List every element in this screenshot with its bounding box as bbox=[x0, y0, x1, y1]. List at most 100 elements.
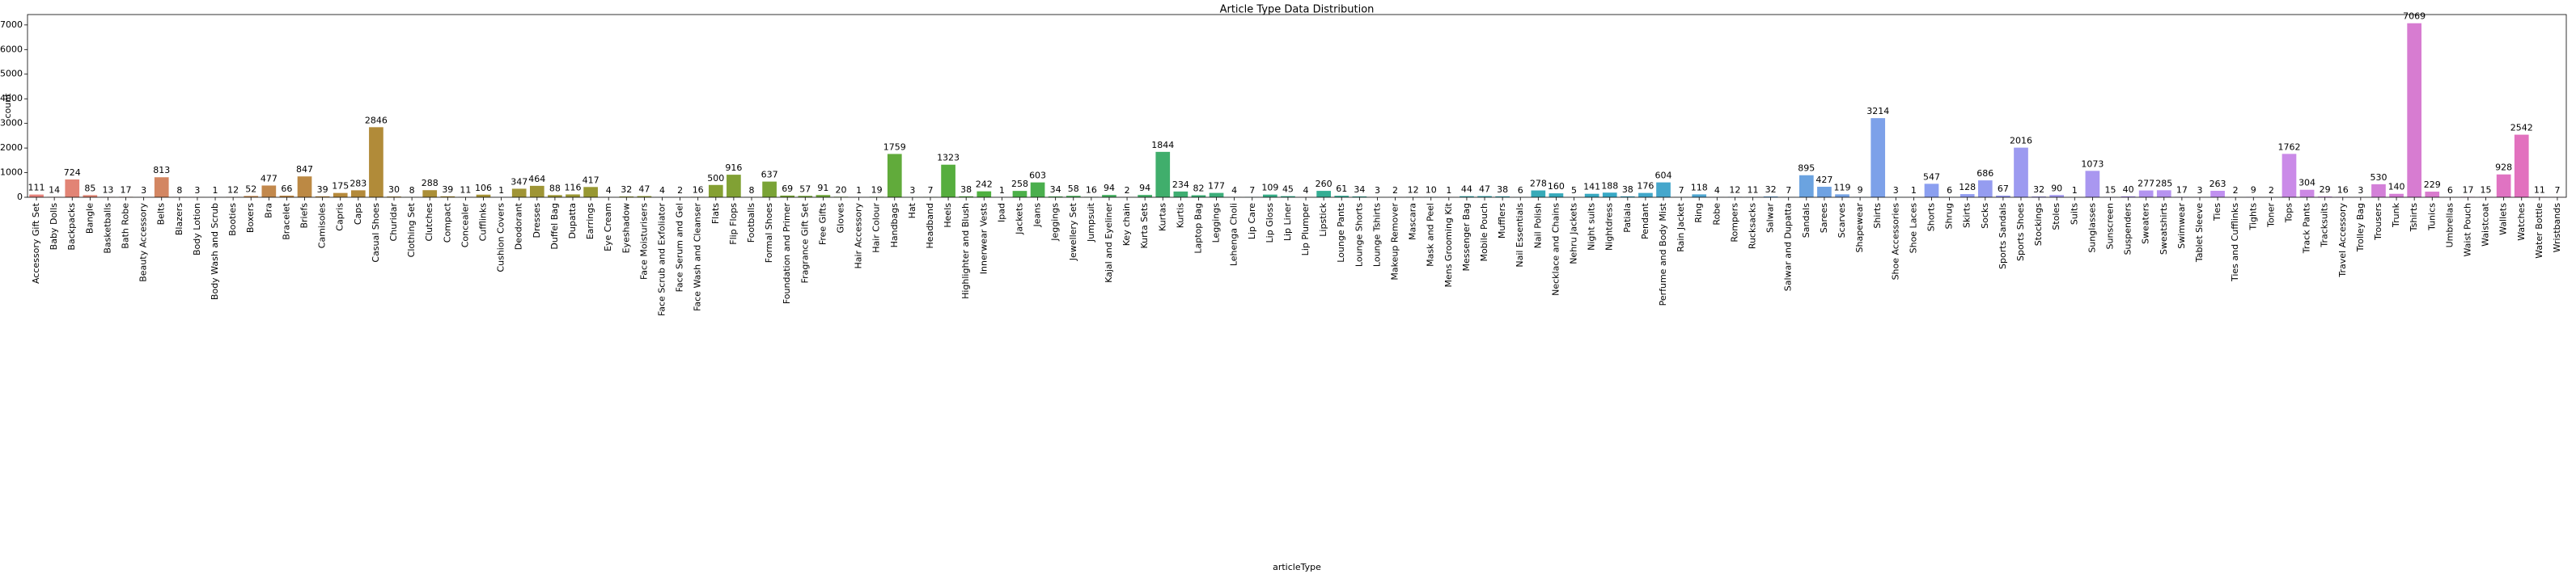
x-tick-label: Shrug bbox=[1944, 203, 1955, 229]
bar bbox=[548, 195, 562, 197]
bar bbox=[1460, 196, 1474, 197]
value-label: 895 bbox=[1798, 163, 1815, 174]
value-label: 417 bbox=[583, 175, 600, 185]
value-label: 11 bbox=[1748, 185, 1759, 196]
x-tick-label: Mobile Pouch bbox=[1479, 203, 1489, 262]
value-label: 12 bbox=[227, 185, 239, 196]
value-label: 38 bbox=[960, 184, 972, 195]
bar bbox=[2121, 196, 2136, 197]
x-tick-label: Skirts bbox=[1962, 203, 1972, 228]
x-tick-label: Rompers bbox=[1729, 203, 1739, 243]
x-tick-label: Jackets bbox=[1014, 203, 1024, 235]
value-label: 285 bbox=[2155, 178, 2172, 188]
value-label: 928 bbox=[2495, 162, 2512, 173]
x-tick-label: Camisoles bbox=[317, 203, 328, 248]
x-tick-label: Lehenga Choli bbox=[1229, 203, 1239, 266]
value-label: 6 bbox=[2447, 185, 2453, 196]
value-label: 32 bbox=[621, 184, 632, 195]
x-tick-label: Innerwear Vests bbox=[978, 203, 989, 274]
bar bbox=[1960, 194, 1975, 197]
y-tick-label: 6000 bbox=[0, 44, 23, 54]
x-tick-label: Earrings bbox=[585, 203, 595, 240]
x-tick-label: Nail Polish bbox=[1532, 203, 1543, 248]
value-label: 94 bbox=[1139, 183, 1150, 193]
value-label: 547 bbox=[1923, 171, 1940, 182]
value-label: 15 bbox=[2104, 185, 2116, 196]
x-tick-label: Tablet Sleeve bbox=[2194, 203, 2205, 263]
bar bbox=[1209, 192, 1224, 197]
value-label: 17 bbox=[121, 184, 132, 195]
bar bbox=[1835, 194, 1849, 197]
x-tick-label: Ties bbox=[2212, 203, 2222, 222]
value-label: 34 bbox=[1050, 184, 1061, 195]
x-tick-label: Handbags bbox=[889, 203, 900, 248]
bar bbox=[2371, 184, 2386, 197]
value-label: 288 bbox=[422, 178, 439, 188]
x-tick-label: Watches bbox=[2516, 203, 2527, 241]
bar bbox=[1871, 118, 1886, 197]
x-tick-label: Jeggings bbox=[1050, 203, 1061, 242]
x-tick-label: Scarves bbox=[1837, 203, 1847, 238]
x-tick-label: Pendant bbox=[1640, 202, 1650, 239]
value-label: 12 bbox=[1729, 185, 1740, 196]
x-tick-label: Shoe Accessories bbox=[1890, 203, 1900, 281]
value-label: 3 bbox=[909, 185, 915, 196]
value-label: 477 bbox=[261, 173, 278, 184]
x-tick-label: Messenger Bag bbox=[1461, 203, 1472, 272]
x-tick-label: Blazers bbox=[174, 203, 184, 235]
value-label: 111 bbox=[28, 183, 45, 193]
value-label: 4 bbox=[1714, 185, 1720, 196]
bar bbox=[583, 187, 598, 197]
x-tick-label: Flats bbox=[710, 203, 721, 224]
value-label: 2542 bbox=[2510, 123, 2533, 133]
x-tick-label: Ties and Cufflinks bbox=[2230, 203, 2240, 282]
x-tick-label: Eye Cream bbox=[603, 203, 613, 251]
bar bbox=[1531, 190, 1546, 197]
x-tick-label: Backpacks bbox=[66, 203, 77, 251]
value-label: 34 bbox=[1354, 184, 1365, 195]
x-tick-label: Necklace and Chains bbox=[1550, 203, 1561, 296]
x-tick-label: Kajal and Eyeliner bbox=[1104, 203, 1114, 283]
bar bbox=[1656, 182, 1671, 197]
x-tick-label: Makeup Remover bbox=[1390, 203, 1400, 281]
bar bbox=[369, 127, 383, 197]
value-label: 1762 bbox=[2277, 141, 2300, 152]
value-label: 91 bbox=[817, 183, 828, 193]
value-label: 2016 bbox=[2010, 136, 2032, 146]
x-tick-label: Nightdress bbox=[1604, 203, 1615, 251]
bar bbox=[2032, 196, 2046, 197]
bar bbox=[1495, 196, 1510, 197]
value-label: 1 bbox=[1911, 185, 1917, 196]
value-label: 67 bbox=[1998, 184, 2009, 194]
value-label: 16 bbox=[1086, 185, 1097, 196]
bar bbox=[1477, 196, 1492, 197]
bar bbox=[1602, 192, 1617, 197]
x-tick-label: Lounge Tshirts bbox=[1371, 203, 1382, 267]
value-label: 1759 bbox=[883, 141, 906, 152]
value-label: 2 bbox=[1392, 185, 1398, 196]
x-tick-label: Sweatshirts bbox=[2159, 203, 2169, 255]
value-label: 188 bbox=[1601, 180, 1618, 191]
x-tick-label: Shirts bbox=[1872, 203, 1883, 229]
x-tick-label: Nail Essentials bbox=[1515, 203, 1525, 268]
x-tick-label: Waistcoat bbox=[2481, 202, 2491, 247]
x-tick-label: Mufflers bbox=[1497, 203, 1507, 238]
value-label: 30 bbox=[388, 184, 400, 195]
x-tick-label: Face Wash and Cleanser bbox=[693, 203, 703, 311]
value-label: 140 bbox=[2388, 182, 2405, 192]
x-tick-label: Heels bbox=[943, 203, 953, 228]
x-tick-label: Boxers bbox=[245, 203, 256, 233]
bar bbox=[2389, 193, 2404, 197]
value-label: 4 bbox=[1231, 185, 1237, 196]
value-label: 686 bbox=[1976, 168, 1993, 179]
value-label: 637 bbox=[761, 170, 778, 180]
value-label: 141 bbox=[1583, 182, 1600, 192]
x-tick-label: Hat bbox=[907, 202, 917, 218]
value-label: 8 bbox=[748, 185, 754, 196]
value-label: 604 bbox=[1655, 171, 1672, 181]
x-tick-label: Bra bbox=[263, 203, 273, 218]
value-label: 7069 bbox=[2403, 11, 2426, 22]
value-label: 3 bbox=[194, 185, 200, 196]
bar bbox=[83, 195, 98, 197]
